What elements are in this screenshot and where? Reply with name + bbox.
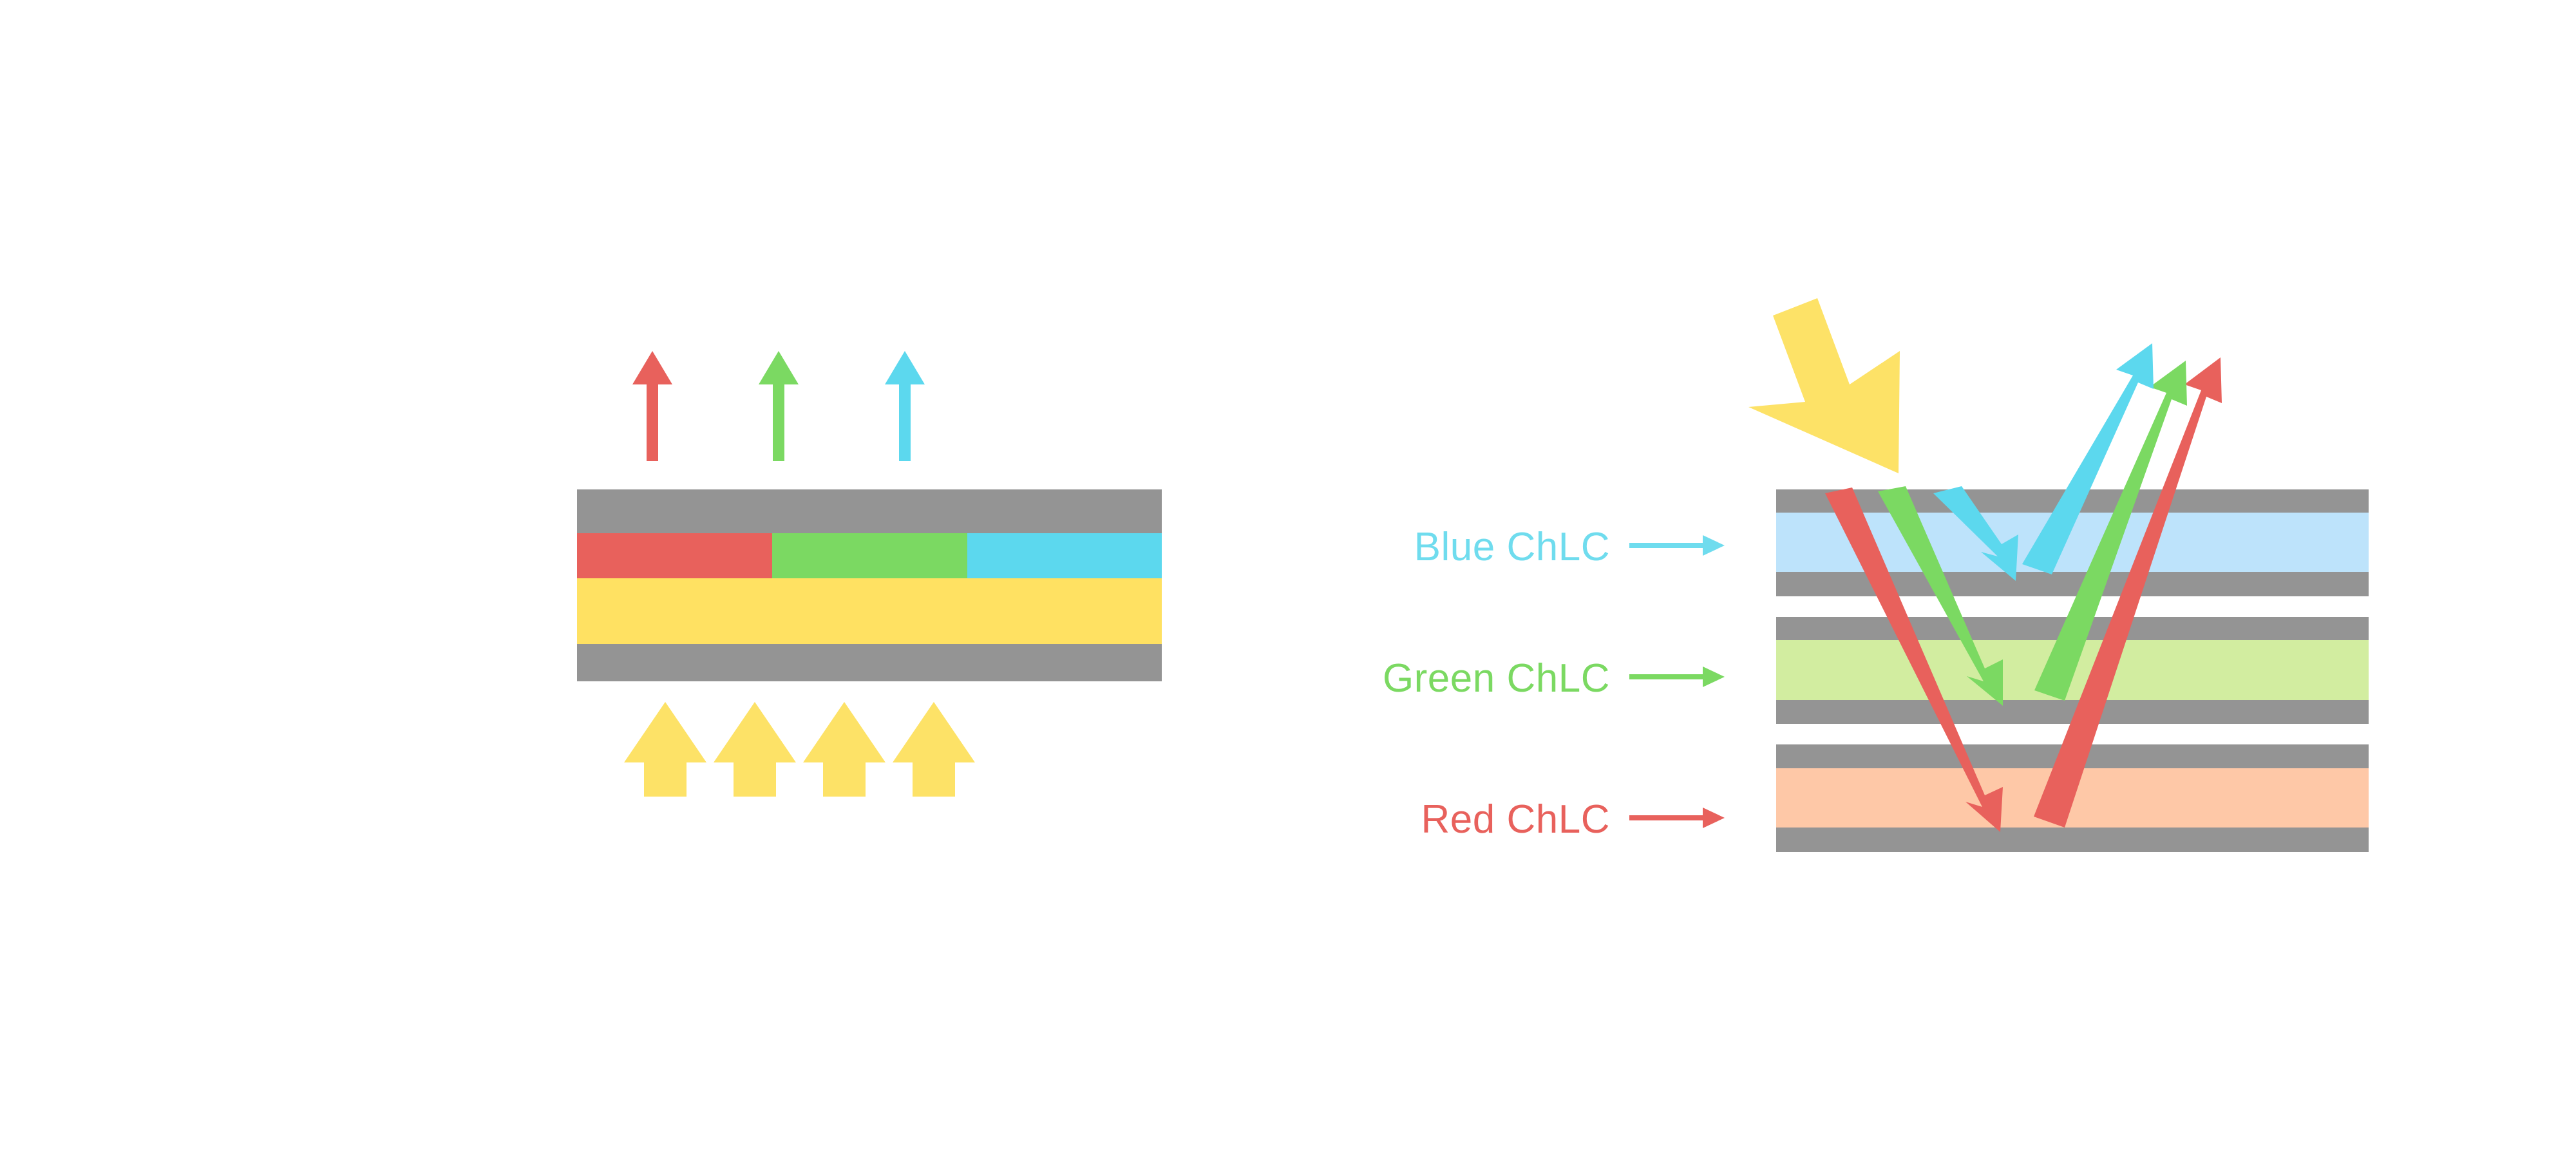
backlight-layer <box>577 578 1162 644</box>
green-chlc-label: Green ChLC <box>1383 656 1610 701</box>
backlight-arrow-3 <box>803 702 886 797</box>
left-stack <box>577 489 1162 681</box>
red-chlc-label: Red ChLC <box>1421 797 1610 842</box>
backlight-arrow-1 <box>624 702 706 797</box>
blue-label-arrowhead <box>1703 535 1725 556</box>
green-label-arrowhead <box>1703 667 1725 687</box>
bottom-electrode <box>577 644 1162 681</box>
red-segment <box>577 533 772 578</box>
label-arrows <box>1629 535 1725 828</box>
incident-blue-ray <box>1933 486 2018 581</box>
incident-red-ray <box>1825 487 2003 832</box>
incident-green-ray <box>1878 486 2003 706</box>
backlight-arrow-2 <box>714 702 796 797</box>
reflected-red-ray <box>2034 357 2222 828</box>
backlight-arrow-4 <box>893 702 975 797</box>
blue-bottom-electrode <box>1776 572 2369 596</box>
emitted-blue-arrow <box>885 351 925 461</box>
reflected-green-ray <box>2034 361 2187 701</box>
red-label-arrowhead <box>1703 808 1725 828</box>
blue-chlc-label: Blue ChLC <box>1414 525 1610 569</box>
top-electrode <box>577 489 1162 533</box>
blue-segment <box>967 533 1162 578</box>
incident-white-light-arrow <box>1748 298 1900 473</box>
green-segment <box>772 533 967 578</box>
red-bottom-electrode <box>1776 828 2369 852</box>
left-panel-group <box>577 351 1162 797</box>
reflected-blue-ray <box>2022 343 2154 574</box>
right-panel-group <box>1748 298 2369 852</box>
emitted-red-arrow <box>632 351 672 461</box>
emitted-green-arrow <box>759 351 799 461</box>
